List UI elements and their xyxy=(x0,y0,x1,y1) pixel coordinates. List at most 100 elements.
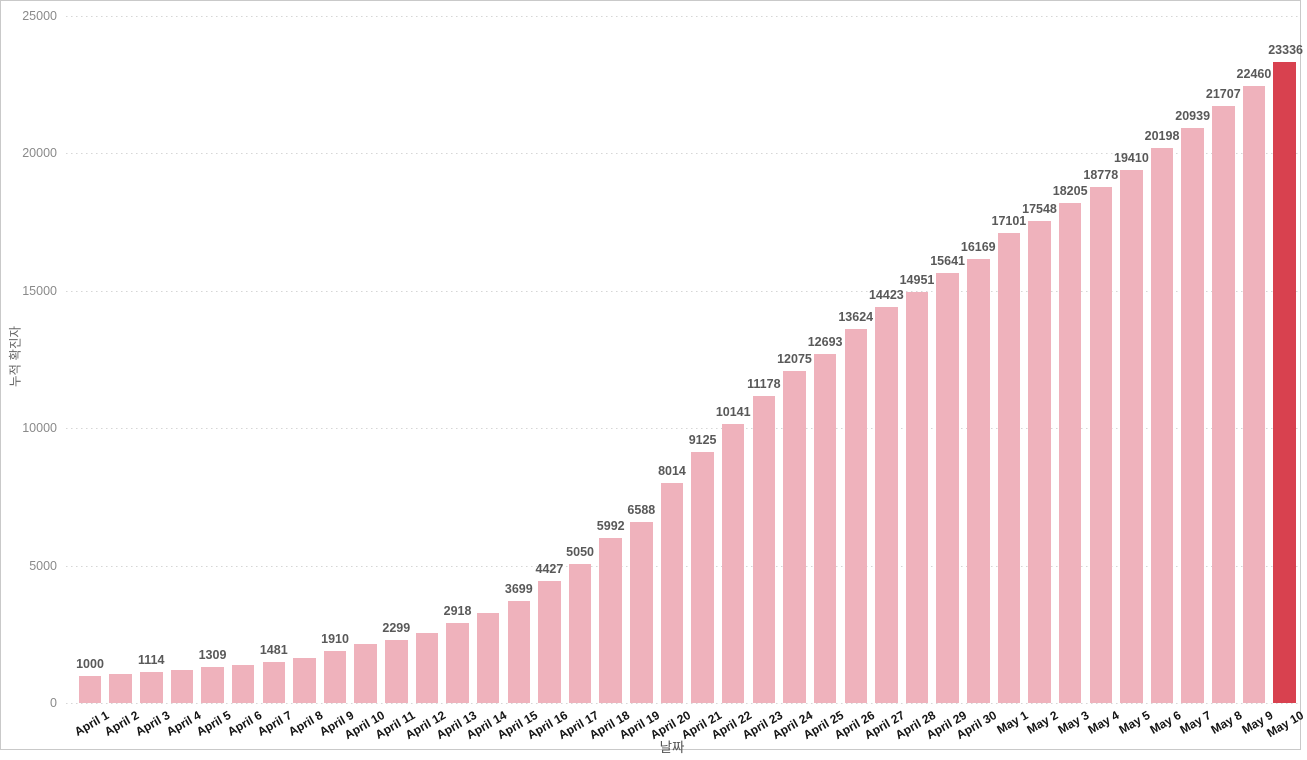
x-tick-label: May 6 xyxy=(1147,708,1184,737)
bar-april-23[interactable] xyxy=(752,395,776,703)
bar-value-label: 4427 xyxy=(535,562,564,577)
bar-may-2[interactable] xyxy=(1028,220,1051,703)
y-tick-label: 25000 xyxy=(22,9,57,23)
bar-value-label: 12075 xyxy=(777,352,812,367)
bar-april-8[interactable] xyxy=(293,657,316,703)
bar-april-24[interactable] xyxy=(783,371,806,703)
bar-april-27[interactable] xyxy=(875,306,898,703)
bar-value-label: 2918 xyxy=(443,603,472,618)
bar-value-label: 14951 xyxy=(899,273,935,288)
bar-april-4[interactable] xyxy=(170,670,194,703)
bar-april-20[interactable] xyxy=(660,482,684,703)
bar-april-1[interactable] xyxy=(78,675,102,703)
x-tick-label: May 5 xyxy=(1116,708,1153,737)
bar-value-label: 22460 xyxy=(1236,66,1272,81)
bar-value-label: 1481 xyxy=(259,643,288,658)
bar-april-9[interactable] xyxy=(323,650,347,703)
bar-value-label: 20198 xyxy=(1144,128,1180,143)
bar-value-label: 1910 xyxy=(321,631,349,646)
bar-value-label: 11178 xyxy=(747,376,781,391)
bar-may-4[interactable] xyxy=(1089,186,1113,703)
x-tick-label: April 8 xyxy=(286,708,326,739)
bar-april-26[interactable] xyxy=(844,328,867,703)
bar-value-label: 15641 xyxy=(930,254,965,269)
bar-value-label: 10141 xyxy=(715,405,751,420)
gridline-0 xyxy=(66,703,1298,704)
x-tick-label: May 4 xyxy=(1085,708,1122,737)
bar-may-7[interactable] xyxy=(1181,127,1204,703)
bar-may-6[interactable] xyxy=(1150,147,1174,703)
bar-may-9[interactable] xyxy=(1242,85,1266,703)
bar-april-29[interactable] xyxy=(936,273,959,703)
bar-value-label: 18778 xyxy=(1083,167,1119,182)
bar-value-label: 17548 xyxy=(1022,201,1057,216)
bar-value-label: 17101 xyxy=(991,214,1027,229)
y-tick-label: 10000 xyxy=(22,421,57,436)
gridline-25000 xyxy=(66,16,1298,17)
gridline-20000 xyxy=(66,153,1298,155)
x-tick-label: May 1 xyxy=(994,708,1030,737)
bar-april-16[interactable] xyxy=(538,581,561,703)
x-tick-label: May 7 xyxy=(1177,708,1214,737)
bar-value-label: 3699 xyxy=(504,582,533,597)
bar-may-8[interactable] xyxy=(1212,106,1235,703)
x-tick-label: May 8 xyxy=(1208,708,1245,737)
bar-value-label: 12693 xyxy=(807,335,843,350)
bar-may-1[interactable] xyxy=(997,233,1021,703)
bar-april-13[interactable] xyxy=(446,622,469,703)
bar-april-19[interactable] xyxy=(630,521,653,703)
bar-may-5[interactable] xyxy=(1120,169,1143,703)
y-tick-label: 20000 xyxy=(22,146,57,161)
bar-value-label: 9125 xyxy=(688,433,717,448)
bar-april-11[interactable] xyxy=(385,639,408,703)
bar-april-15[interactable] xyxy=(507,601,531,703)
gridline-15000 xyxy=(66,290,1298,292)
bar-april-21[interactable] xyxy=(691,452,714,703)
bar-value-label: 20939 xyxy=(1175,108,1211,123)
bar-april-5[interactable] xyxy=(201,667,224,703)
bar-value-label: 21707 xyxy=(1205,87,1241,102)
bar-value-label: 8014 xyxy=(658,463,686,478)
bar-may-10[interactable] xyxy=(1273,61,1296,703)
bar-value-label: 19410 xyxy=(1114,150,1149,165)
bar-value-label: 16169 xyxy=(960,239,996,254)
bar-april-7[interactable] xyxy=(262,662,286,703)
bar-april-28[interactable] xyxy=(905,292,929,703)
bar-value-label: 5050 xyxy=(566,545,594,560)
bar-april-3[interactable] xyxy=(140,672,163,703)
bar-april-10[interactable] xyxy=(354,644,377,703)
bar-april-2[interactable] xyxy=(109,673,132,703)
bar-value-label: 6588 xyxy=(627,502,656,517)
bar-value-label: 1000 xyxy=(76,656,104,671)
x-tick-label: April 5 xyxy=(194,708,234,739)
x-tick-label: April 2 xyxy=(102,708,142,739)
bar-april-17[interactable] xyxy=(568,564,592,703)
bar-april-14[interactable] xyxy=(476,613,500,703)
bar-value-label: 18205 xyxy=(1052,183,1088,198)
y-tick-label: 5000 xyxy=(29,558,57,573)
bar-april-22[interactable] xyxy=(721,424,745,703)
bar-april-30[interactable] xyxy=(967,258,990,703)
bar-april-18[interactable] xyxy=(599,538,622,703)
bar-value-label: 14423 xyxy=(868,287,904,302)
bar-value-label: 5992 xyxy=(596,519,625,534)
bar-april-12[interactable] xyxy=(415,632,439,703)
y-tick-label: 15000 xyxy=(22,283,57,298)
x-tick-label: April 7 xyxy=(255,708,295,739)
gridline-10000 xyxy=(66,428,1298,430)
x-axis-title: 날짜 xyxy=(659,740,685,755)
bar-value-label: 1309 xyxy=(198,648,227,663)
x-tick-label: May 3 xyxy=(1055,708,1092,737)
bar-april-25[interactable] xyxy=(813,354,837,703)
bar-value-label: 2299 xyxy=(382,620,411,635)
bar-may-3[interactable] xyxy=(1058,202,1082,703)
bar-value-label: 23336 xyxy=(1268,42,1303,57)
y-tick-label: 0 xyxy=(50,696,57,710)
y-axis-title: 누적 확진자 xyxy=(8,326,23,387)
x-tick-label: April 3 xyxy=(132,708,173,739)
bar-value-label: 13624 xyxy=(838,309,874,324)
x-tick-label: May 2 xyxy=(1024,708,1061,737)
bar-april-6[interactable] xyxy=(231,664,255,703)
